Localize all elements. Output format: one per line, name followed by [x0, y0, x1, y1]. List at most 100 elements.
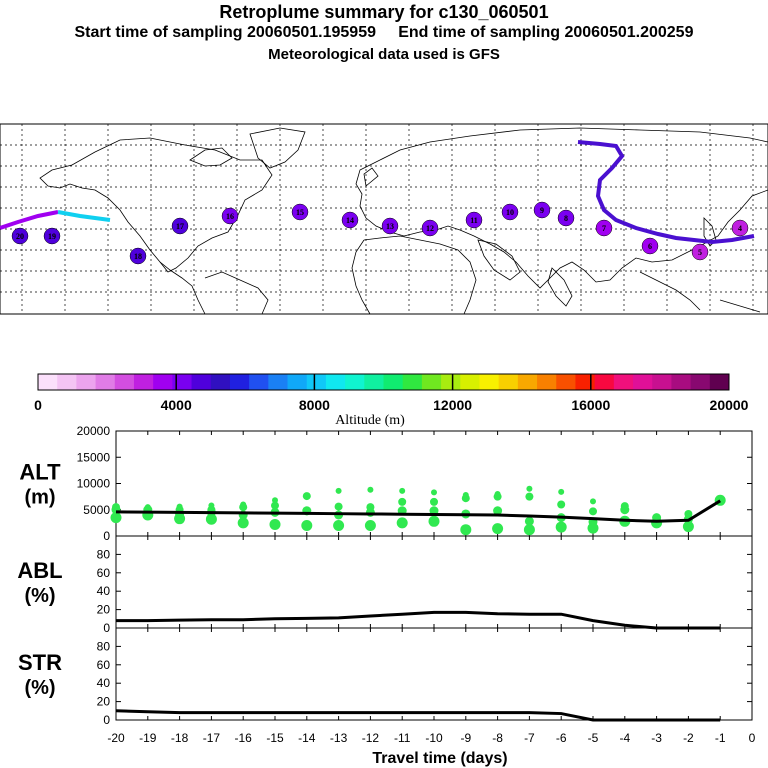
series-line: [115, 709, 721, 722]
trajectory-marker: [341, 211, 359, 229]
colorbar-swatch: [306, 374, 327, 390]
trajectory-marker: [501, 203, 519, 221]
x-tick-label: -9: [460, 731, 471, 745]
cluster-dot: [271, 501, 279, 510]
y-tick-label: 20000: [77, 424, 111, 438]
colorbar-tick-label: 0: [34, 397, 42, 413]
colorbar-swatch: [114, 374, 135, 390]
colorbar-swatch: [133, 374, 154, 390]
trajectory-tracks: [0, 140, 755, 245]
cluster-dot: [682, 521, 694, 533]
x-tick-label: -4: [619, 731, 630, 745]
series-line: [116, 610, 721, 630]
trajectory-marker: [533, 201, 551, 219]
cluster-dot: [272, 497, 278, 504]
colorbar-swatch: [268, 374, 289, 390]
colorbar-swatch: [671, 374, 692, 390]
colorbar-swatch: [441, 374, 461, 390]
y-tick-label: 10000: [77, 477, 111, 491]
x-tick-label: -11: [394, 731, 411, 745]
x-tick-label: -3: [651, 731, 662, 745]
cluster-dot: [335, 487, 342, 494]
trajectory-marker-label: 9: [540, 206, 544, 215]
colorbar-swatch: [498, 374, 519, 390]
trajectory-marker-label: 19: [48, 232, 56, 241]
y-tick-label: 60: [97, 566, 111, 580]
panel-abl: 0 20 40 60 80 ABL(%): [17, 535, 753, 635]
trajectory-marker: [557, 209, 575, 227]
colorbar-swatch: [690, 374, 711, 390]
cluster-dot: [589, 507, 597, 516]
colorbar-swatch: [38, 374, 58, 390]
cluster-dot: [205, 513, 217, 525]
cluster-dot: [430, 497, 438, 506]
trajectory-marker: [221, 207, 239, 225]
colorbar-swatch: [633, 374, 653, 390]
cluster-dot: [431, 489, 437, 496]
cluster-dot: [620, 502, 629, 511]
x-tick-label: -1: [715, 731, 726, 745]
y-tick-label: 40: [97, 676, 111, 690]
colorbar-swatch: [249, 374, 269, 390]
y-tick-label: 15000: [77, 450, 111, 464]
y-tick-label: 20: [97, 695, 111, 709]
colorbar-swatch: [556, 374, 576, 390]
trajectory-marker-label: 16: [226, 212, 234, 221]
colorbar-swatch: [287, 374, 308, 390]
trajectory-marker: [465, 211, 483, 229]
cluster-dot: [237, 517, 249, 529]
series-line: [115, 499, 721, 523]
colorbar-swatch: [460, 374, 480, 390]
y-tick-label: 0: [103, 529, 110, 543]
trajectory-marker: [421, 219, 439, 237]
y-tick-label: 0: [103, 621, 110, 635]
colorbar-swatch: [709, 374, 730, 390]
cluster-dot: [367, 486, 374, 493]
trajectory-marker-label: 20: [16, 232, 24, 241]
trajectory-marker-label: 13: [386, 222, 394, 231]
cluster-dot: [302, 492, 311, 501]
cluster-dot: [590, 498, 596, 505]
colorbar-frame: [37, 373, 730, 391]
colorbar-swatch: [652, 374, 672, 390]
time-series-panels: 05000100001500020000ALT(m)020406080ABL(%…: [17, 424, 755, 767]
coastlines: [39, 127, 768, 315]
cluster-dot: [557, 500, 566, 509]
colorbar-swatch: [479, 374, 500, 390]
cluster-dot: [398, 497, 407, 506]
colorbar-swatch: [613, 374, 634, 390]
panel-alt: 0 5000 10000 15000 20000 ALT(m): [19, 424, 753, 543]
trajectory-marker-label: 5: [698, 248, 702, 257]
colorbar-swatch: [172, 374, 193, 390]
cluster-dot: [524, 516, 534, 526]
cluster-dot: [523, 524, 535, 536]
x-tick-label: -17: [203, 731, 221, 745]
cluster-dot: [112, 503, 120, 512]
colorbar-swatch: [421, 374, 442, 390]
y-tick-label: 20: [97, 603, 111, 617]
x-axis-label: Travel time (days): [372, 750, 507, 767]
x-tick-label: -16: [235, 731, 253, 745]
trajectory-marker-label: 12: [426, 224, 434, 233]
panel-frame: [115, 535, 753, 629]
colorbar-swatch: [76, 374, 97, 390]
colorbar-swatch: [537, 374, 557, 390]
x-tick-label: -10: [425, 731, 443, 745]
y-tick-label: 80: [97, 547, 111, 561]
trajectory-marker: [171, 217, 189, 235]
x-tick-label: -7: [524, 731, 535, 745]
x-tick-label: -18: [171, 731, 189, 745]
trajectory-marker-label: 10: [506, 208, 514, 217]
x-tick-label: -6: [556, 731, 567, 745]
cluster-dot: [526, 485, 533, 492]
chart-title: Retroplume summary for c130_060501: [219, 2, 549, 22]
y-tick-label: 60: [97, 658, 111, 672]
cluster-dot: [333, 520, 345, 531]
colorbar-swatch: [153, 374, 173, 390]
colorbar-tick-label: 4000: [161, 397, 192, 413]
colorbar-swatch: [575, 374, 596, 390]
colorbar-label: Altitude (m): [335, 413, 405, 428]
cluster-dot: [269, 518, 281, 530]
cluster-dot: [334, 502, 343, 511]
